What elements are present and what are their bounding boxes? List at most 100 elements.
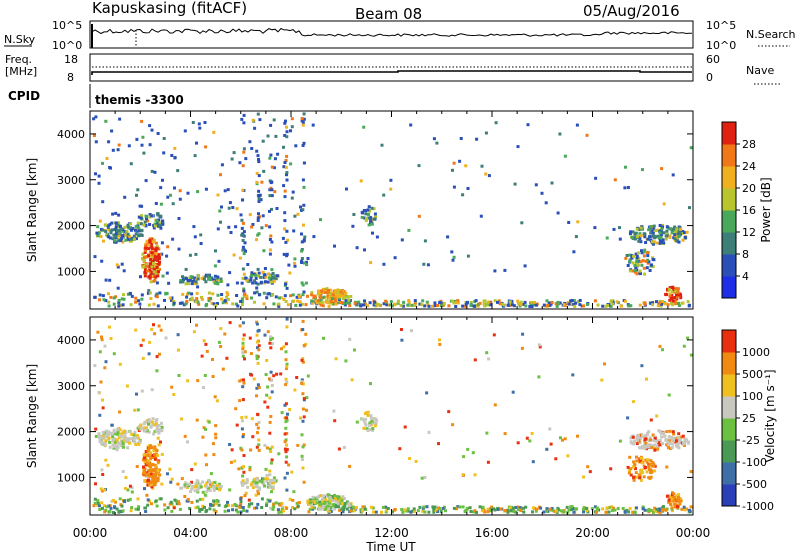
colorbar-tick-label: -100 — [742, 456, 767, 469]
data-cell — [648, 436, 652, 440]
data-cell — [332, 507, 336, 511]
data-cell — [450, 250, 454, 254]
data-cell — [145, 426, 148, 430]
data-cell — [130, 490, 134, 494]
data-cell — [341, 297, 345, 301]
data-cell — [210, 481, 214, 485]
data-cell — [113, 432, 117, 436]
data-cell — [250, 417, 254, 421]
data-cell — [155, 429, 159, 433]
data-cell — [187, 484, 191, 488]
data-cell — [328, 288, 332, 292]
colorbar-segment — [722, 276, 736, 299]
data-cell — [285, 154, 289, 158]
data-cell — [635, 235, 639, 239]
data-cell — [677, 304, 681, 307]
data-cell — [121, 229, 125, 233]
data-cell — [578, 299, 582, 302]
data-cell — [99, 487, 103, 491]
data-cell — [265, 359, 269, 362]
data-cell — [574, 301, 578, 305]
data-cell — [641, 435, 645, 439]
data-cell — [235, 207, 239, 211]
data-cell — [154, 249, 158, 253]
data-cell — [266, 280, 270, 284]
data-cell — [210, 277, 214, 281]
data-cell — [151, 479, 155, 483]
data-cell — [631, 230, 635, 234]
data-cell — [211, 503, 215, 507]
data-cell — [280, 510, 283, 514]
data-cell — [319, 507, 323, 511]
colorbar-segment — [722, 188, 736, 211]
data-cell — [629, 467, 633, 471]
data-cell — [150, 388, 154, 392]
data-cell — [678, 502, 682, 506]
data-cell — [550, 507, 554, 510]
data-cell — [257, 448, 261, 452]
data-cell — [313, 500, 317, 504]
data-cell — [369, 219, 373, 223]
data-cell — [398, 447, 402, 451]
data-cell — [471, 451, 475, 455]
data-cell — [628, 253, 632, 257]
data-cell — [571, 373, 575, 377]
data-cell — [137, 299, 141, 303]
data-cell — [199, 485, 203, 489]
data-cell — [250, 296, 253, 300]
data-cell — [280, 507, 284, 511]
data-cell — [672, 290, 676, 294]
data-cell — [253, 300, 256, 304]
data-cell — [187, 291, 191, 295]
data-cell — [142, 264, 146, 268]
data-cell — [241, 239, 245, 242]
data-cell — [179, 279, 183, 282]
data-cell — [396, 299, 400, 303]
data-cell — [261, 214, 265, 218]
data-cell — [345, 187, 348, 191]
data-cell — [255, 238, 258, 242]
data-cell — [161, 274, 165, 278]
data-cell — [285, 178, 289, 182]
data-cell — [157, 428, 161, 432]
data-cell — [157, 443, 161, 447]
data-cell — [195, 297, 199, 301]
y-tick-label: 2000 — [57, 426, 85, 439]
data-cell — [170, 298, 173, 302]
data-cell — [135, 193, 138, 197]
data-cell — [400, 508, 404, 511]
data-cell — [170, 385, 174, 389]
data-cell — [585, 507, 589, 510]
data-cell — [96, 330, 100, 334]
data-cell — [282, 297, 286, 301]
data-cell — [150, 485, 154, 489]
data-cell — [129, 222, 133, 226]
data-cell — [329, 297, 333, 301]
data-cell — [263, 484, 267, 488]
data-cell — [151, 253, 155, 256]
data-cell — [98, 293, 102, 297]
data-cell — [214, 432, 218, 436]
data-cell — [403, 425, 407, 429]
data-cell — [283, 432, 287, 436]
data-cell — [653, 506, 657, 510]
data-cell — [516, 505, 520, 509]
colorbar-tick-label: -1000 — [742, 500, 774, 513]
data-cell — [240, 226, 244, 230]
data-cell — [115, 448, 119, 452]
data-cell — [257, 189, 261, 193]
data-cell — [487, 357, 491, 361]
data-cell — [270, 188, 274, 192]
data-cell — [208, 489, 212, 492]
y-tick-label: 1000 — [57, 471, 85, 484]
data-cell — [483, 299, 487, 303]
data-cell — [318, 502, 322, 506]
data-cell — [272, 374, 276, 378]
data-cell — [367, 205, 371, 209]
data-cell — [572, 250, 576, 254]
data-cell — [279, 372, 283, 376]
data-cell — [241, 398, 245, 402]
data-cell — [293, 257, 297, 261]
data-cell — [302, 239, 306, 243]
data-cell — [635, 455, 638, 459]
